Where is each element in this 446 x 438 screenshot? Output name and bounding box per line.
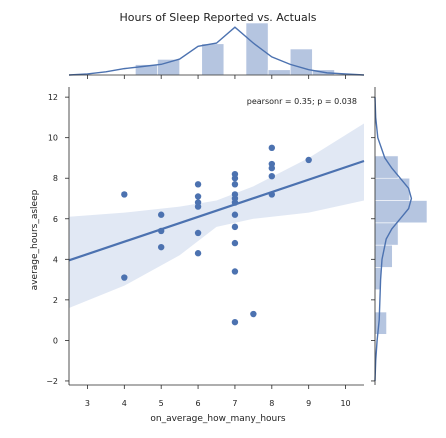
data-point-0 (121, 191, 128, 198)
data-point-17 (231, 211, 239, 218)
data-point-27 (268, 191, 276, 198)
x-tick-label-7: 10 (340, 399, 350, 408)
data-point-5 (194, 181, 202, 188)
x-tick-label-0: 3 (85, 399, 90, 408)
chart-title: Hours of Sleep Reported vs. Actuals (119, 11, 316, 24)
y-marginal-kde (374, 97, 413, 381)
data-point-8 (194, 203, 202, 210)
x-tick-label-3: 6 (196, 399, 201, 408)
y-tick-label-6: 10 (48, 134, 58, 143)
x-tick-label-1: 4 (122, 399, 127, 408)
x-marginal-kde (68, 26, 365, 76)
correlation-annotation: pearsonr = 0.35; p = 0.038 (247, 97, 357, 106)
x-tick-label-4: 7 (232, 399, 237, 408)
data-point-3 (157, 227, 165, 235)
y-tick-label-4: 6 (53, 215, 58, 224)
x-marginal-bar-8 (245, 22, 269, 76)
y-marginal-bar-0 (374, 311, 387, 335)
x-axis-label: on_average_how_many_hours (150, 414, 286, 424)
data-point-2 (157, 211, 165, 218)
regression-line (68, 159, 365, 262)
x-marginal-bar-9 (267, 69, 291, 76)
y-tick-label-7: 12 (48, 93, 58, 102)
y-tick-label-0: −2 (46, 377, 58, 386)
data-point-26 (268, 172, 276, 180)
data-point-9 (194, 229, 202, 237)
y-tick-label-2: 2 (53, 296, 58, 305)
data-point-21 (231, 318, 239, 326)
confidence-band (69, 123, 364, 308)
data-point-12 (231, 175, 239, 182)
data-point-1 (121, 274, 128, 281)
y-tick-label-3: 4 (53, 255, 58, 264)
x-marginal-bar-6 (201, 43, 225, 76)
y-axis-label: average_hours_asleep (30, 189, 40, 290)
data-point-22 (250, 310, 257, 318)
x-tick-label-5: 8 (269, 399, 274, 408)
data-point-25 (268, 164, 276, 172)
data-point-20 (231, 268, 239, 275)
x-tick-label-2: 5 (159, 399, 164, 408)
x-tick-label-6: 9 (306, 399, 311, 408)
data-point-18 (231, 223, 239, 231)
data-point-23 (268, 144, 276, 152)
y-marginal-bar-6 (374, 177, 410, 201)
plot-layer: 3 4 5 6 7 8 9 10 −2 0 2 4 6 8 10 12 (46, 22, 428, 408)
data-point-4 (157, 243, 165, 251)
data-point-10 (194, 250, 202, 257)
y-tick-label-1: 0 (53, 336, 58, 345)
data-point-6 (194, 193, 202, 200)
x-marginal-bar-10 (289, 48, 313, 76)
data-point-16 (231, 199, 239, 206)
data-point-19 (231, 239, 239, 247)
data-point-28 (305, 156, 312, 164)
y-tick-label-5: 8 (53, 174, 58, 183)
y-marginal-bar-5 (374, 200, 428, 224)
data-point-13 (231, 181, 239, 188)
